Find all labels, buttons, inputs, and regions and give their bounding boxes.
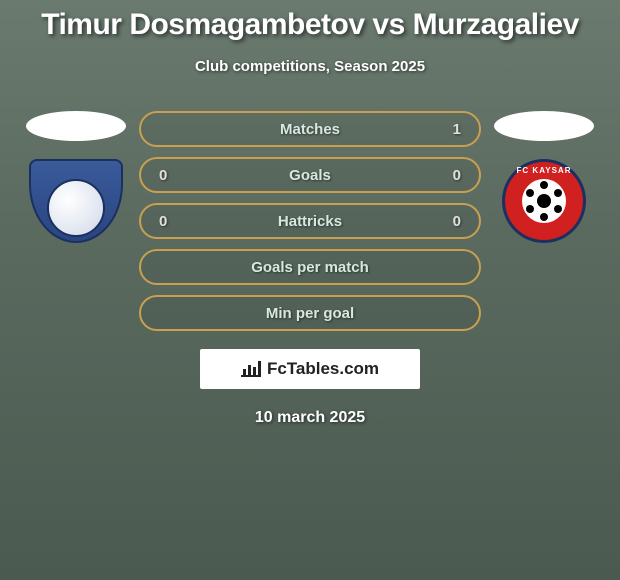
stat-right-value: 0: [453, 167, 461, 184]
stat-right-value: 0: [453, 213, 461, 230]
shield-bg-icon: [29, 159, 123, 243]
brand-text: FcTables.com: [267, 359, 379, 379]
shield-inner-icon: [47, 179, 105, 237]
stat-left-value: 0: [159, 213, 167, 230]
player-left-avatar: [26, 111, 126, 141]
brand-footer: FcTables.com: [200, 349, 420, 389]
comparison-content: Matches 1 0 Goals 0 0 Hattricks 0 Goals …: [0, 111, 620, 331]
stat-row-goals: 0 Goals 0: [139, 157, 481, 193]
stat-label: Goals: [141, 167, 479, 184]
stat-row-goals-per-match: Goals per match: [139, 249, 481, 285]
club-badge-left: [27, 159, 125, 243]
bar-chart-icon: [241, 361, 261, 377]
stat-label: Matches: [141, 121, 479, 138]
stat-row-min-per-goal: Min per goal: [139, 295, 481, 331]
stats-column: Matches 1 0 Goals 0 0 Hattricks 0 Goals …: [139, 111, 481, 331]
stat-row-hattricks: 0 Hattricks 0: [139, 203, 481, 239]
player-left-column: [21, 111, 131, 243]
stat-row-matches: Matches 1: [139, 111, 481, 147]
stat-label: Goals per match: [141, 259, 479, 276]
soccer-ball-icon: [522, 179, 566, 223]
player-right-column: FC KAYSAR: [489, 111, 599, 243]
club-badge-right: FC KAYSAR: [495, 159, 593, 243]
stat-left-value: 0: [159, 167, 167, 184]
badge-right-text: FC KAYSAR: [505, 166, 583, 175]
shield-icon: [29, 159, 123, 243]
page-title: Timur Dosmagambetov vs Murzagaliev: [0, 0, 620, 42]
stat-label: Hattricks: [141, 213, 479, 230]
stat-right-value: 1: [453, 121, 461, 138]
stat-label: Min per goal: [141, 305, 479, 322]
circle-badge-icon: FC KAYSAR: [502, 159, 586, 243]
player-right-avatar: [494, 111, 594, 141]
page-subtitle: Club competitions, Season 2025: [0, 58, 620, 75]
date-text: 10 march 2025: [0, 409, 620, 427]
